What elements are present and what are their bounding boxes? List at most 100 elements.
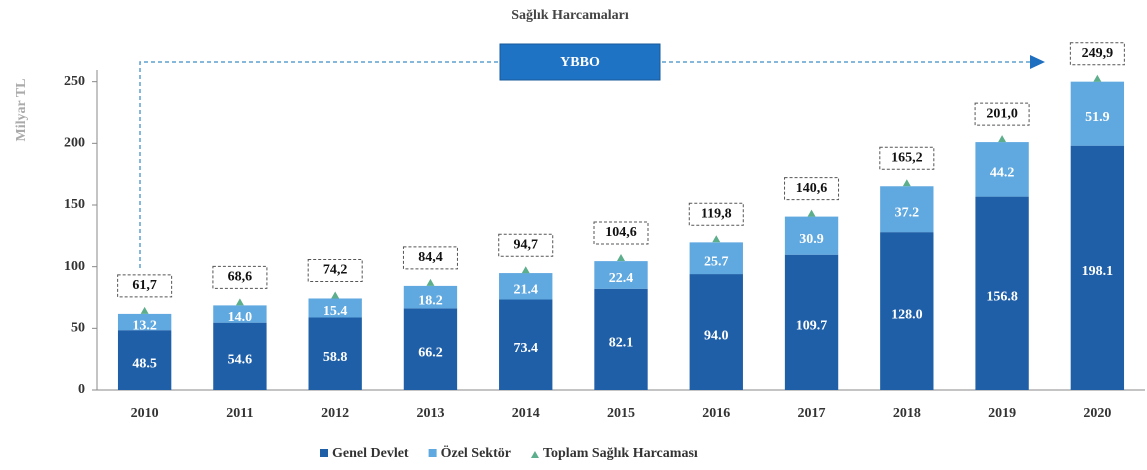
total-label-box: [784, 177, 840, 201]
segment-label: 82.1: [609, 336, 634, 351]
annotation-box: [499, 43, 661, 81]
y-tick-label: 50: [71, 321, 85, 336]
total-marker: [902, 179, 911, 187]
x-tick-label: 2017: [798, 406, 826, 421]
total-label: 201,0: [986, 106, 1018, 121]
bar-segment: [880, 232, 934, 390]
total-label: 249,9: [1082, 46, 1114, 61]
segment-label: 156.8: [986, 290, 1018, 305]
segment-label: 13.2: [132, 318, 157, 333]
x-tick-label: 2019: [988, 406, 1016, 421]
segment-label: 48.5: [132, 356, 157, 371]
segment-label: 73.4: [513, 341, 538, 356]
bar-segment: [117, 330, 172, 390]
segment-label: 94.0: [704, 328, 729, 343]
x-tick-label: 2015: [607, 406, 635, 421]
bar-segment: [784, 254, 839, 390]
total-label-box: [212, 265, 268, 289]
bar-segment: [880, 186, 934, 233]
segment-label: 109.7: [796, 319, 828, 334]
total-label: 119,8: [701, 206, 732, 221]
bar-segment: [784, 216, 839, 255]
x-tick-label: 2011: [226, 406, 253, 421]
bar-segment: [689, 274, 743, 390]
segment-label: 21.4: [513, 282, 538, 297]
total-marker: [521, 266, 530, 274]
total-marker: [998, 135, 1007, 143]
total-marker: [617, 253, 625, 261]
total-marker: [426, 278, 435, 286]
x-tick-label: 2014: [512, 406, 540, 421]
total-marker: [1093, 74, 1102, 82]
legend-label: Toplam Sağlık Harcaması: [543, 446, 698, 461]
y-axis-label: Milyar TL: [14, 79, 29, 142]
legend-label: Özel Sektör: [441, 444, 511, 461]
total-label-box: [307, 258, 363, 282]
bar-segment: [689, 242, 743, 275]
bar-segment: [308, 298, 362, 318]
segment-label: 14.0: [228, 310, 253, 325]
segment-label: 54.6: [228, 353, 253, 368]
segment-label: 66.2: [418, 345, 443, 360]
segment-label: 22.4: [609, 271, 634, 286]
total-label: 74,2: [323, 263, 348, 278]
x-tick-label: 2013: [416, 406, 444, 421]
arrow-head: [1030, 55, 1045, 69]
bar-segment: [499, 273, 553, 300]
segment-label: 30.9: [799, 232, 824, 247]
chart-title: Sağlık Harcamaları: [511, 8, 629, 23]
segment-label: 37.2: [895, 205, 920, 220]
total-label-box: [498, 233, 554, 257]
bar-segment: [213, 305, 267, 323]
segment-label: 15.4: [323, 304, 348, 319]
segment-label: 44.2: [990, 166, 1015, 181]
total-label-box: [593, 221, 649, 245]
total-label-box: [1069, 42, 1125, 66]
legend-swatch: [320, 449, 328, 457]
x-tick-label: 2016: [702, 406, 730, 421]
annotation: YBBO: [560, 55, 600, 70]
total-marker: [331, 291, 340, 299]
bar-segment: [213, 322, 267, 390]
total-label: 84,4: [418, 250, 443, 265]
x-tick-label: 2010: [131, 406, 159, 421]
segment-label: 18.2: [418, 293, 443, 308]
y-tick-label: 250: [64, 74, 85, 89]
bar-segment: [594, 261, 648, 289]
legend-label: Genel Devlet: [332, 446, 409, 461]
total-label-box: [117, 274, 173, 298]
segment-label: 58.8: [323, 350, 348, 365]
bar-segment: [594, 288, 648, 390]
segment-label: 51.9: [1085, 110, 1110, 125]
total-label: 140,6: [796, 181, 828, 196]
total-label: 61,7: [132, 278, 157, 293]
total-marker: [807, 209, 816, 217]
total-marker: [140, 306, 149, 314]
bar-segment: [975, 142, 1029, 197]
total-label-box: [879, 146, 935, 170]
total-label: 165,2: [891, 150, 923, 165]
y-tick-label: 100: [64, 259, 85, 274]
x-tick-label: 2020: [1083, 406, 1111, 421]
legend-swatch: [530, 451, 539, 458]
y-tick-label: 0: [78, 382, 85, 397]
bar-segment: [117, 313, 172, 331]
bar-segment: [308, 317, 362, 390]
total-label: 68,6: [228, 270, 253, 285]
bar-segment: [403, 285, 458, 309]
y-tick-label: 150: [64, 197, 85, 212]
total-marker: [235, 298, 244, 306]
total-label-box: [402, 246, 458, 270]
total-label-box: [974, 102, 1030, 126]
total-label: 94,7: [513, 237, 538, 252]
bar-segment: [975, 196, 1029, 390]
arrow-line: [139, 61, 1030, 268]
bar-segment: [1070, 81, 1125, 146]
legend-swatch: [428, 449, 437, 457]
segment-label: 198.1: [1082, 264, 1114, 279]
y-tick-label: 200: [64, 136, 85, 151]
bar-segment: [499, 299, 553, 390]
bar-segment: [1070, 145, 1125, 390]
segment-label: 25.7: [704, 254, 729, 269]
